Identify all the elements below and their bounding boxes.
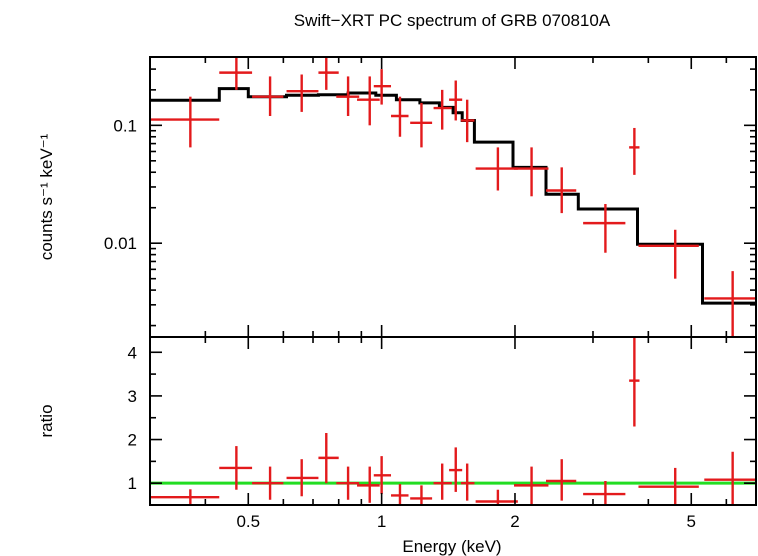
spectrum-point <box>391 96 409 137</box>
spectrum-point <box>433 89 452 130</box>
model-step-line <box>150 87 756 305</box>
spectrum-point <box>638 229 699 279</box>
ratio-point <box>357 466 380 503</box>
y-tick-label: 0.01 <box>104 234 137 253</box>
spectrum-point <box>336 76 360 117</box>
spectrum-point <box>546 167 577 214</box>
model-step-path <box>150 87 756 305</box>
ratio-point <box>252 466 284 500</box>
x-axis-label: Energy (keV) <box>402 537 501 556</box>
ratio-point <box>373 456 392 495</box>
ratio-point <box>546 459 577 501</box>
spectrum-point <box>704 271 756 337</box>
ratio-point <box>219 446 253 490</box>
y-tick-label: 0.1 <box>113 116 137 135</box>
ratio-point <box>286 459 319 497</box>
chart-title: Swift−XRT PC spectrum of GRB 070810A <box>294 11 611 30</box>
spectrum-point <box>410 102 433 148</box>
ratio-point <box>449 447 463 492</box>
ratio-point <box>410 485 433 505</box>
spectrum-point <box>514 147 549 197</box>
spectrum-data-points <box>150 57 756 337</box>
y-tick-label: 1 <box>128 474 137 493</box>
spectrum-point <box>449 80 463 121</box>
ratio-point <box>514 466 549 505</box>
spectrum-point <box>318 57 339 90</box>
ratio-point <box>638 467 699 505</box>
x-tick-label: 2 <box>510 512 519 531</box>
spectrum-point <box>150 96 220 148</box>
ratio-y-axis-label: ratio <box>37 404 56 437</box>
spectrum-y-axis-label: counts s⁻¹ keV⁻¹ <box>37 133 56 260</box>
ratio-frame <box>149 336 757 506</box>
ratio-point <box>475 489 518 505</box>
ratio-data-points <box>150 337 756 505</box>
ratio-point <box>704 451 756 505</box>
ratio-point <box>583 481 626 505</box>
ratio-point <box>150 489 220 505</box>
ratio-point <box>318 433 339 484</box>
ratio-axis-ticks: 0.5 1 2 5 1 2 3 4 <box>128 337 757 531</box>
spectrum-point <box>475 147 518 191</box>
ratio-point <box>391 484 409 505</box>
spectrum-point <box>583 204 626 253</box>
y-tick-label: 2 <box>128 431 137 450</box>
spectrum-point <box>286 74 319 112</box>
ratio-point <box>629 337 640 427</box>
spectrum-point <box>219 57 253 90</box>
x-tick-label: 1 <box>377 512 386 531</box>
ratio-point <box>460 463 475 501</box>
spectrum-point <box>357 76 380 126</box>
spectrum-point <box>629 127 640 175</box>
ratio-point <box>336 466 360 500</box>
x-tick-label: 5 <box>687 512 696 531</box>
ratio-point <box>433 463 452 500</box>
spectrum-point <box>460 99 475 143</box>
y-tick-label: 3 <box>128 387 137 406</box>
spectrum-point <box>373 69 392 105</box>
y-tick-label: 4 <box>128 343 137 362</box>
x-tick-label: 0.5 <box>236 512 260 531</box>
spectrum-point <box>252 76 284 117</box>
spectrum-panel: 0.01 0.1 counts s⁻¹ keV⁻¹ <box>37 56 757 338</box>
ratio-panel: 0.5 1 2 5 1 2 3 4 ratio Energy (keV) <box>37 336 757 556</box>
